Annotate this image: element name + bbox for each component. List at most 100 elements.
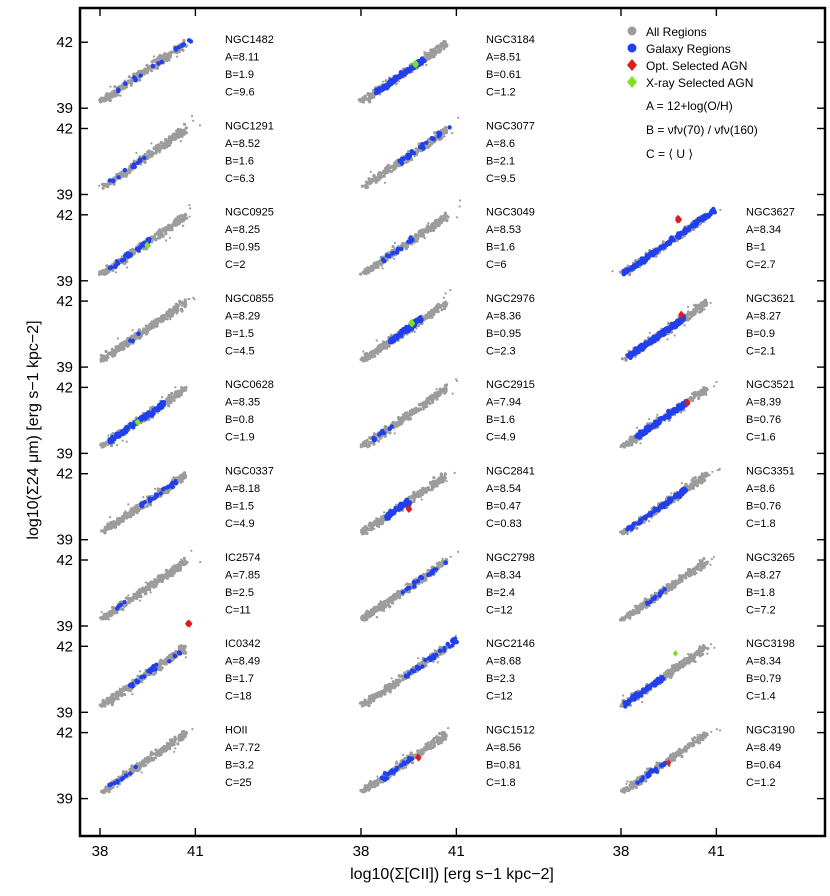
all-region-point <box>164 57 168 61</box>
panel-annotation-b: B=1.5 <box>225 501 254 513</box>
panel-annotation-b: B=2.1 <box>486 155 515 167</box>
all-region-point <box>166 572 170 576</box>
all-region-point <box>384 79 388 83</box>
all-region-point <box>159 140 163 145</box>
all-region-point <box>367 444 371 448</box>
all-region-point <box>107 351 111 355</box>
all-region-point <box>180 214 184 218</box>
all-region-point <box>445 214 449 218</box>
panel-annotation-name: IC2574 <box>225 552 260 564</box>
all-region-point <box>122 518 126 521</box>
all-region-point <box>142 589 146 594</box>
all-region-point <box>441 216 445 220</box>
all-region-point <box>126 687 129 690</box>
all-region-point <box>109 612 113 617</box>
x-tick-label: 38 <box>92 843 109 860</box>
all-region-point <box>429 48 433 52</box>
all-region-point <box>114 90 117 93</box>
galaxy-region-point <box>170 484 175 490</box>
all-region-point <box>393 257 396 260</box>
all-region-point <box>364 529 368 533</box>
galaxy-region-point <box>386 81 391 86</box>
all-region-point <box>153 487 157 490</box>
all-region-point <box>365 97 369 101</box>
all-region-point <box>127 343 130 346</box>
all-region-point <box>174 390 178 394</box>
all-region-point <box>380 343 384 347</box>
panel-annotation-c: C=6 <box>486 259 507 271</box>
all-region-point <box>138 328 142 333</box>
galaxy-region-point <box>380 428 385 434</box>
panel-annotation-name: IC0342 <box>225 638 260 650</box>
all-region-point <box>370 265 374 269</box>
panel-annotation-a: A=8.11 <box>225 52 259 64</box>
all-region-point <box>177 135 181 139</box>
all-region-point <box>161 227 165 231</box>
galaxy-region-point <box>116 604 121 609</box>
all-region-point <box>183 734 187 738</box>
all-region-point <box>388 431 392 435</box>
galaxy-region-point <box>180 43 185 48</box>
all-region-point <box>417 403 421 407</box>
galaxy-region-point <box>156 61 161 66</box>
all-region-point <box>362 96 366 100</box>
all-region-point <box>167 744 171 748</box>
panel-annotation-a: A=8.49 <box>225 656 260 668</box>
galaxy-region-point <box>142 155 147 161</box>
all-region-point <box>364 440 368 444</box>
all-region-point <box>155 66 160 70</box>
all-region-point <box>137 336 142 340</box>
all-region-point <box>169 318 172 321</box>
panel-annotation-b: B=2.5 <box>225 587 254 599</box>
all-region-point <box>126 79 130 83</box>
all-region-point <box>435 388 438 391</box>
all-region-point <box>160 573 164 577</box>
all-region-point <box>141 329 145 333</box>
all-region-point <box>149 69 154 73</box>
panel-annotation-b: B=0.95 <box>486 328 521 340</box>
all-region-point <box>376 262 380 266</box>
galaxy-region-point <box>123 773 129 778</box>
galaxy-region-point <box>372 438 377 443</box>
galaxy-region-point <box>142 674 147 679</box>
xray-agn-marker <box>135 419 141 426</box>
galaxy-region-point <box>121 428 127 433</box>
all-region-point <box>120 515 125 519</box>
all-region-point <box>178 131 182 135</box>
panel-annotation-name: NGC0628 <box>225 379 274 391</box>
all-region-point <box>162 577 166 580</box>
all-region-point <box>405 160 409 164</box>
all-region-point <box>384 168 388 172</box>
all-region-point <box>152 319 157 323</box>
all-region-point <box>181 135 184 138</box>
galaxy-region-point <box>152 407 157 412</box>
all-region-point <box>438 48 442 52</box>
all-region-point <box>108 618 111 621</box>
all-region-point <box>424 316 428 320</box>
all-region-point <box>144 759 148 764</box>
galaxy-region-point <box>136 331 141 336</box>
all-region-point <box>417 493 421 497</box>
all-region-point <box>143 331 147 335</box>
all-region-point <box>135 151 138 154</box>
all-region-point <box>423 50 426 53</box>
all-region-point <box>124 510 127 513</box>
galaxy-region-point <box>146 668 151 674</box>
panel-annotation-c: C=1.9 <box>225 432 255 444</box>
all-region-point <box>103 271 107 274</box>
galaxy-region-point <box>167 659 172 664</box>
all-region-point <box>435 218 439 222</box>
all-region-point <box>148 581 152 585</box>
all-region-point <box>451 392 454 395</box>
all-region-point <box>102 612 106 617</box>
all-region-point <box>157 147 161 151</box>
opt-agn-marker <box>185 619 191 627</box>
all-region-point <box>454 378 458 381</box>
all-region-point <box>118 517 122 522</box>
all-region-point <box>442 43 445 47</box>
all-region-point <box>439 480 443 484</box>
all-region-point <box>173 564 177 568</box>
all-region-point <box>148 503 153 507</box>
